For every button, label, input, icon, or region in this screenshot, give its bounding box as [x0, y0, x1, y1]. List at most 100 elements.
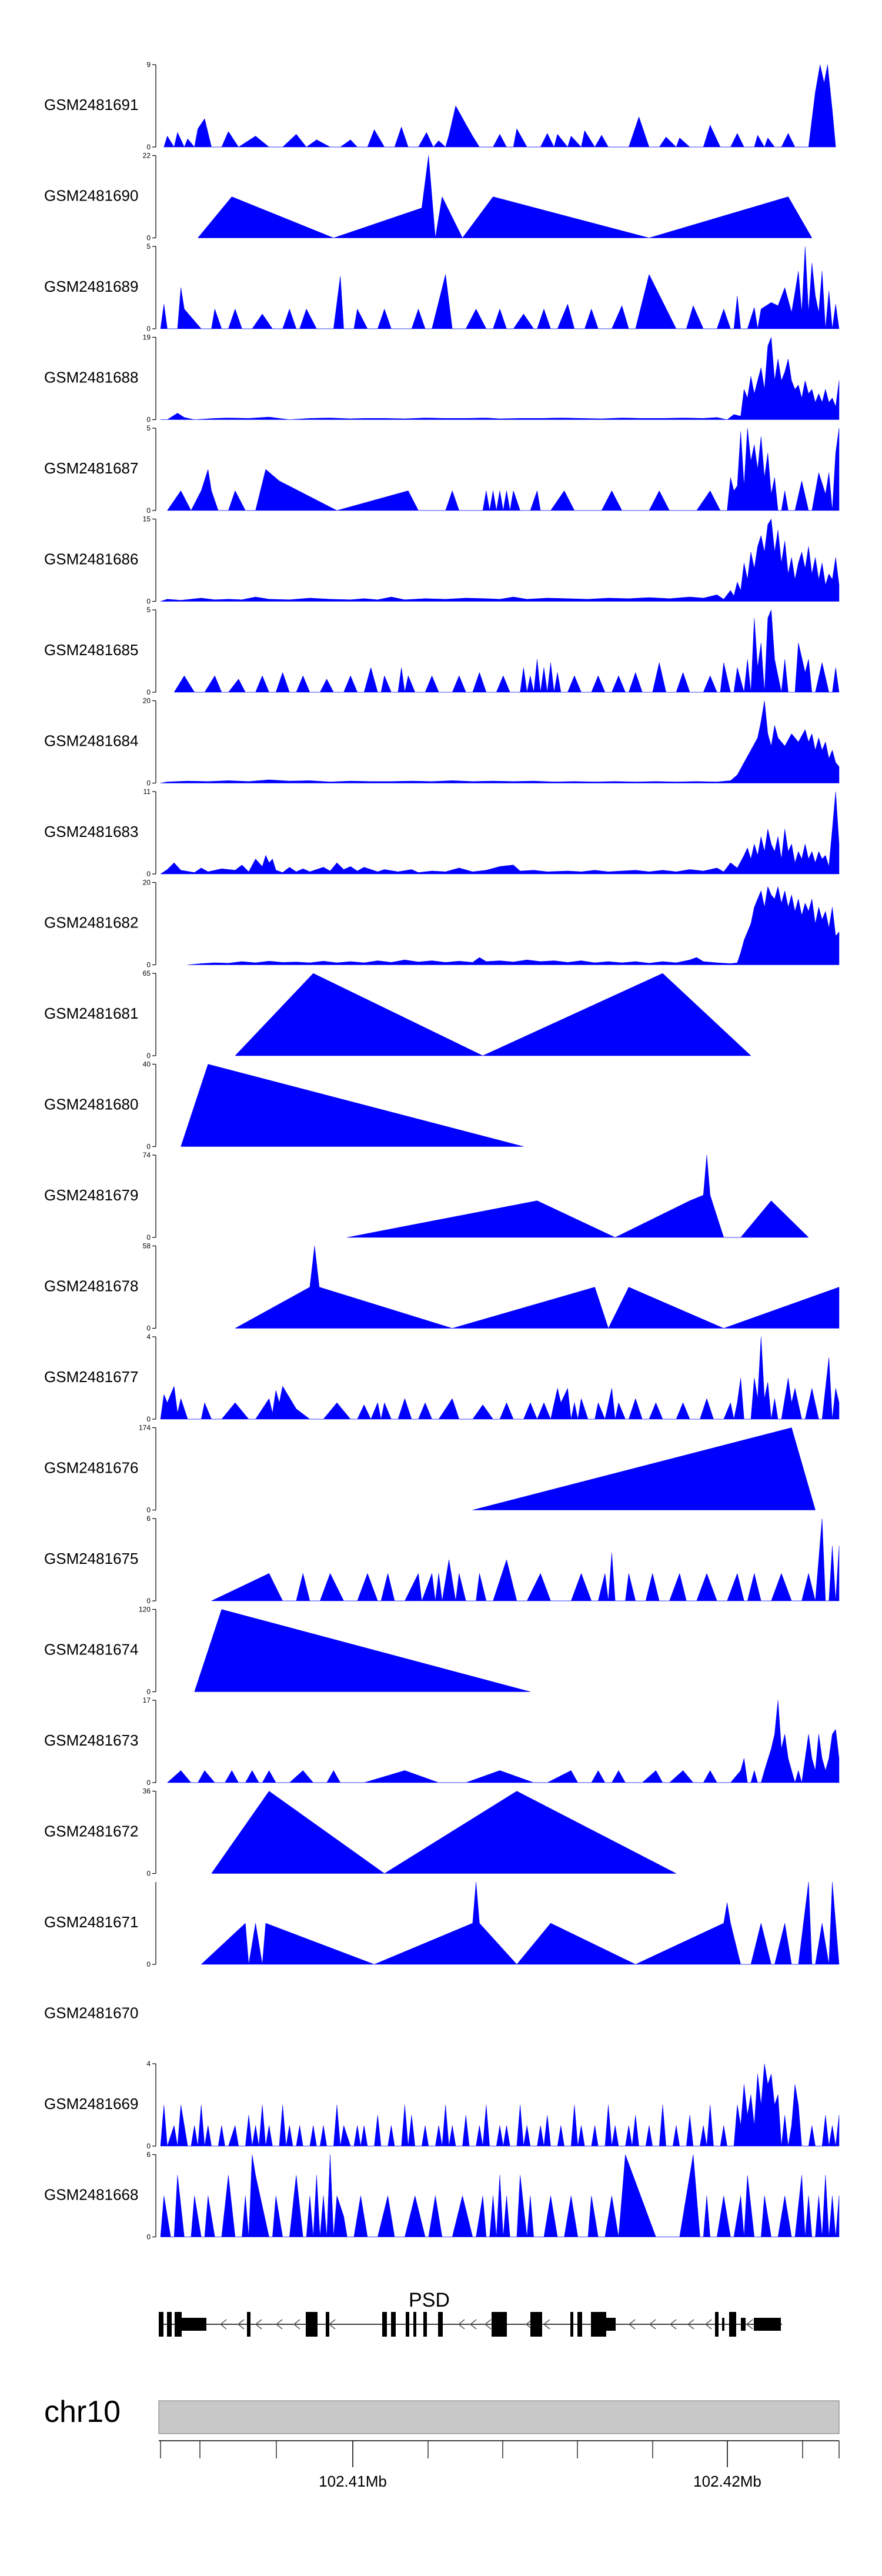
coverage-area [166, 1700, 840, 1783]
exon [729, 2312, 736, 2337]
track-GSM2481672: GSM2481672 36 0 [44, 1787, 677, 1878]
genome-axis: 102.41Mb 102.42Mb [159, 2440, 840, 2490]
strand-arrow [275, 2319, 283, 2330]
gene-label: PSD [409, 2289, 450, 2311]
strand-arrow [255, 2319, 262, 2330]
strand-arrow [687, 2319, 694, 2330]
y-max-label: 58 [143, 1242, 151, 1250]
coverage-area [235, 973, 751, 1056]
exon [722, 2318, 724, 2331]
track-GSM2481677: GSM2481677 4 0 [44, 1333, 840, 1423]
y-max-label: 40 [143, 1060, 151, 1069]
y-max-label: 11 [143, 788, 151, 796]
track-label: GSM2481680 [44, 1096, 138, 1113]
track-GSM2481669: GSM2481669 4 0 [44, 2060, 840, 2150]
exon [741, 2318, 746, 2331]
exon [606, 2318, 616, 2331]
coverage-area [160, 791, 840, 875]
y-min-label: 0 [146, 1778, 151, 1787]
track-label: GSM2481677 [44, 1368, 138, 1386]
exon [382, 2312, 387, 2337]
track-label: GSM2481691 [44, 96, 138, 114]
track-label: GSM2481668 [44, 2186, 138, 2204]
track-label: GSM2481674 [44, 1641, 138, 1659]
exon [423, 2312, 427, 2337]
track-GSM2481674: GSM2481674 120 0 [44, 1606, 530, 1696]
y-max-label: 20 [143, 879, 151, 887]
track-GSM2481683: GSM2481683 11 0 [44, 788, 840, 878]
track-label: GSM2481675 [44, 1550, 138, 1567]
track-GSM2481668: GSM2481668 6 0 [44, 2151, 840, 2241]
coverage-area [181, 1064, 524, 1147]
y-max-label: 5 [146, 242, 151, 251]
track-label: GSM2481683 [44, 823, 138, 840]
exon [306, 2312, 318, 2337]
track-GSM2481687: GSM2481687 5 0 [44, 424, 840, 515]
y-min-label: 0 [146, 598, 151, 606]
y-max-label: 6 [146, 1514, 151, 1523]
gene-track: PSD [159, 2289, 782, 2337]
y-min-label: 0 [146, 1506, 151, 1514]
y-max-label: 174 [139, 1424, 151, 1432]
chromosome-track: chr10 [44, 2395, 840, 2434]
track-label: GSM2481670 [44, 2004, 138, 2022]
y-max-label: 22 [143, 152, 151, 160]
coverage-area [211, 1791, 677, 1874]
coverage-area [167, 428, 840, 511]
track-label: GSM2481678 [44, 1277, 138, 1295]
y-max-label: 74 [143, 1151, 151, 1159]
strand-arrow [469, 2319, 477, 2330]
axis-tick-label-2: 102.42Mb [693, 2472, 761, 2490]
chromosome-label: chr10 [44, 2395, 121, 2429]
exon [591, 2312, 606, 2337]
exon [159, 2312, 163, 2337]
y-min-label: 0 [146, 1597, 151, 1605]
exon [577, 2312, 582, 2337]
y-min-label: 0 [146, 1960, 151, 1968]
y-max-label: 15 [143, 515, 151, 523]
track-GSM2481675: GSM2481675 6 0 [44, 1514, 840, 1605]
coverage-area [160, 1336, 840, 1420]
y-max-label: 9 [146, 61, 151, 69]
track-GSM2481678: GSM2481678 58 0 [44, 1242, 840, 1333]
track-label: GSM2481681 [44, 1005, 138, 1022]
y-min-label: 0 [146, 506, 151, 515]
y-max-label: 17 [143, 1696, 151, 1704]
y-min-label: 0 [146, 1870, 151, 1878]
coverage-area [163, 64, 836, 148]
track-GSM2481673: GSM2481673 17 0 [44, 1696, 840, 1787]
track-GSM2481679: GSM2481679 74 0 [44, 1151, 809, 1242]
track-GSM2481684: GSM2481684 20 0 [44, 697, 840, 788]
track-GSM2481688: GSM2481688 19 0 [44, 333, 840, 424]
axis-minor-ticks [160, 2441, 840, 2458]
y-max-label: 5 [146, 606, 151, 614]
y-min-label: 0 [146, 1052, 151, 1060]
track-GSM2481691: GSM2481691 9 0 [44, 61, 836, 151]
y-min-label: 0 [146, 870, 151, 878]
track-label: GSM2481673 [44, 1731, 138, 1749]
strand-arrow [237, 2319, 245, 2330]
track-label: GSM2481684 [44, 732, 138, 750]
track-label: GSM2481687 [44, 459, 138, 477]
strand-arrow [484, 2319, 492, 2330]
track-label: GSM2481676 [44, 1459, 138, 1477]
y-min-label: 0 [146, 2142, 151, 2150]
strand-arrow [457, 2319, 465, 2330]
y-min-label: 0 [146, 143, 151, 151]
coverage-area [160, 2063, 840, 2147]
y-min-label: 0 [146, 779, 151, 788]
track-label: GSM2481686 [44, 550, 138, 568]
y-min-label: 0 [146, 1415, 151, 1423]
track-label: GSM2481689 [44, 278, 138, 295]
y-max-label: 4 [146, 1333, 151, 1341]
y-min-label: 0 [146, 688, 151, 696]
exon [406, 2312, 409, 2337]
strand-arrow [525, 2319, 533, 2330]
y-min-label: 0 [146, 325, 151, 333]
exon [391, 2312, 396, 2337]
track-GSM2481680: GSM2481680 40 0 [44, 1060, 524, 1151]
track-GSM2481670: GSM2481670 [44, 2004, 138, 2022]
exon [182, 2318, 206, 2331]
track-GSM2481676: GSM2481676 174 0 [44, 1424, 816, 1514]
signal-tracks: GSM248169190GSM2481690220GSM248168950GSM… [44, 61, 840, 2241]
